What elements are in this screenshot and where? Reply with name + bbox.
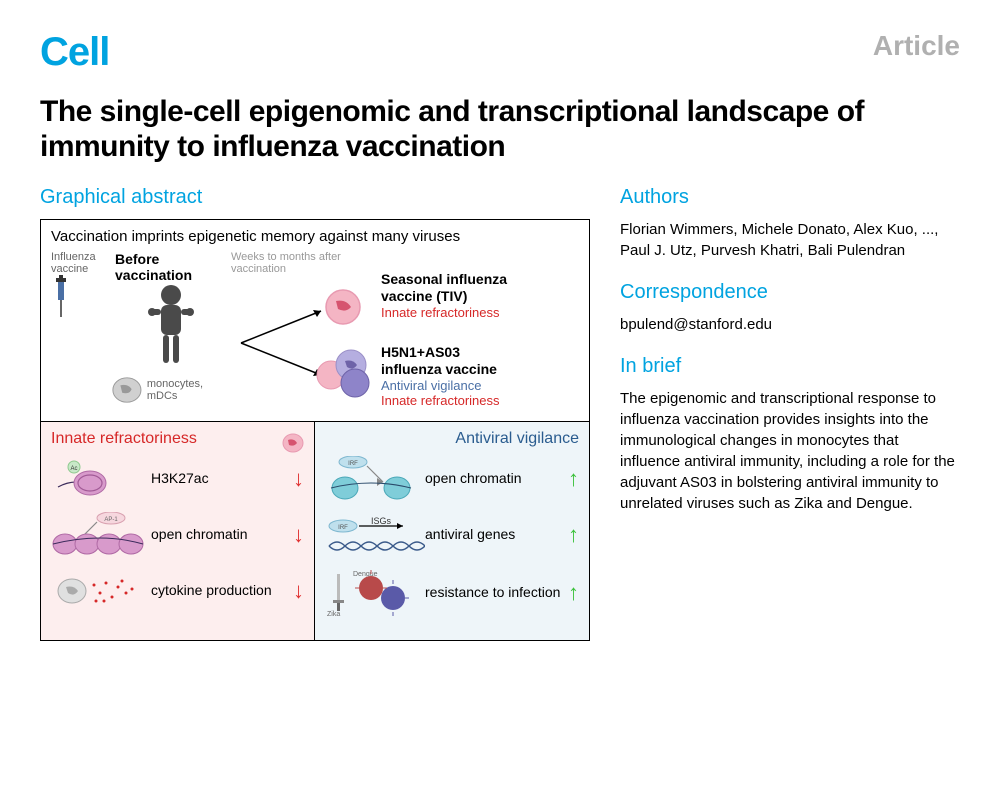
up-arrow-icon: ↑: [568, 522, 579, 548]
svg-text:ISGs: ISGs: [371, 516, 392, 526]
cytokine-secretion-icon: [56, 571, 146, 611]
monocytes-label: monocytes, mDCs: [147, 378, 231, 402]
ga-top-title: Vaccination imprints epigenetic memory a…: [51, 228, 579, 245]
person-icon: [146, 283, 196, 373]
virus-sword-icon: Dengue Zika: [325, 568, 425, 618]
journal-logo: Cell: [40, 30, 109, 75]
isg-transcription-icon: IRF ISGs: [325, 512, 425, 558]
branch2-labels: H5N1+AS03 influenza vaccine Antiviral vi…: [381, 344, 579, 409]
svg-text:AP-1: AP-1: [104, 517, 118, 523]
graphical-abstract-box: Vaccination imprints epigenetic memory a…: [40, 219, 590, 641]
cytokine-row: cytokine production ↓: [51, 568, 304, 614]
svg-text:Ac: Ac: [70, 466, 77, 472]
open-chromatin-right-row: IRF open chromatin ↑: [325, 456, 579, 502]
branch2-line2: influenza vaccine: [381, 361, 579, 378]
branch1-line1: Seasonal influenza: [381, 271, 579, 288]
pink-cell-icon: [282, 433, 304, 453]
ga-top-panel: Vaccination imprints epigenetic memory a…: [41, 220, 589, 422]
h3k27ac-label: H3K27ac: [151, 471, 287, 486]
down-arrow-icon: ↓: [293, 466, 304, 492]
left-panel-title: Innate refractoriness: [51, 430, 197, 448]
branch1-labels: Seasonal influenza vaccine (TIV) Innate …: [381, 271, 579, 320]
open-chromatin-left-row: AP-1 open chromatin ↓: [51, 512, 304, 558]
inbrief-text: The epigenomic and transcriptional respo…: [620, 388, 960, 514]
article-type-label: Article: [873, 30, 960, 62]
antiviral-genes-label: antiviral genes: [425, 527, 562, 542]
influenza-vaccine-label: Influenza vaccine: [51, 251, 111, 275]
open-chromatin-right-label: open chromatin: [425, 471, 562, 486]
antiviral-vigilance-panel: Antiviral vigilance IRF: [315, 422, 589, 640]
branch1-line2: vaccine (TIV): [381, 288, 579, 305]
authors-heading: Authors: [620, 186, 960, 209]
metadata-column: Authors Florian Wimmers, Michele Donato,…: [620, 186, 960, 641]
h3k27ac-row: Ac H3K27ac ↓: [51, 456, 304, 502]
antiviral-genes-row: IRF ISGs antiviral genes ↑: [325, 512, 579, 558]
before-vaccination-label: Before vaccination: [115, 251, 231, 283]
svg-text:IRF: IRF: [348, 461, 358, 467]
graphical-abstract-column: Graphical abstract Vaccination imprints …: [40, 186, 590, 641]
branch2-line3: Antiviral vigilance: [381, 378, 579, 394]
correspondence-text: bpulend@stanford.edu: [620, 314, 960, 335]
article-title: The single-cell epigenomic and transcrip…: [40, 95, 960, 164]
up-arrow-icon: ↑: [568, 466, 579, 492]
down-arrow-icon: ↓: [293, 578, 304, 604]
resistance-row: Dengue Zika: [325, 568, 579, 618]
graphical-abstract-heading: Graphical abstract: [40, 186, 590, 209]
svg-text:Zika: Zika: [327, 611, 340, 618]
up-arrow-icon: ↑: [568, 580, 579, 606]
cytokine-label: cytokine production: [151, 583, 287, 598]
branch-arrows-icon: [231, 283, 381, 403]
syringe-icon: [51, 275, 71, 325]
open-chromatin-left-label: open chromatin: [151, 527, 287, 542]
right-panel-title: Antiviral vigilance: [325, 430, 579, 448]
innate-refractoriness-panel: Innate refractoriness: [41, 422, 315, 640]
main-columns: Graphical abstract Vaccination imprints …: [40, 186, 960, 641]
down-arrow-icon: ↓: [293, 522, 304, 548]
svg-text:IRF: IRF: [338, 525, 348, 531]
inbrief-heading: In brief: [620, 355, 960, 378]
nucleosome-open-icon: IRF: [325, 456, 425, 502]
header-row: Cell Article: [40, 30, 960, 75]
branch2-line1: H5N1+AS03: [381, 344, 579, 361]
resistance-label: resistance to infection: [425, 585, 562, 600]
authors-text: Florian Wimmers, Michele Donato, Alex Ku…: [620, 219, 960, 261]
nucleosome-chain-icon: AP-1: [51, 512, 151, 558]
correspondence-heading: Correspondence: [620, 281, 960, 304]
nucleosome-single-icon: Ac: [56, 459, 146, 499]
monocyte-icon: [111, 375, 143, 405]
weeks-after-label: Weeks to months after vaccination: [231, 251, 381, 275]
branch2-line4: Innate refractoriness: [381, 393, 579, 409]
ga-bottom-row: Innate refractoriness: [41, 422, 589, 640]
branch1-line3: Innate refractoriness: [381, 305, 579, 321]
